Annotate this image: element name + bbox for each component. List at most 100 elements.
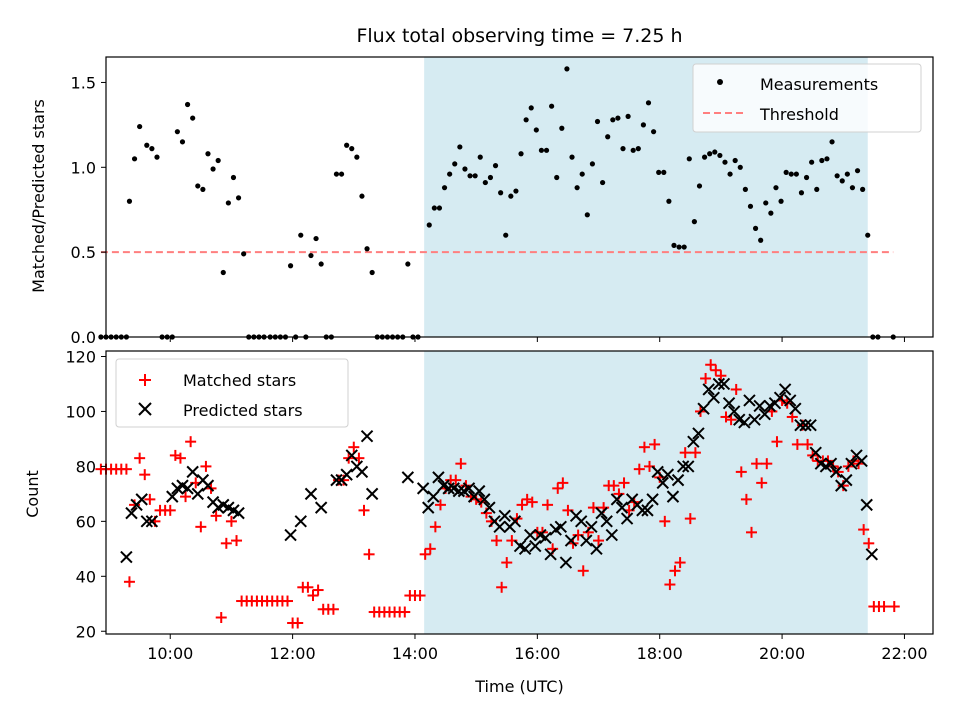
predicted-star-point [799,418,812,432]
predicted-star-point [524,528,537,542]
matched-star-point [832,466,844,478]
matched-star-point [123,576,135,588]
measurement-point [691,219,697,225]
measurement-point [778,198,784,204]
x-tick-label: 18:00 [637,644,683,663]
measurement-point [707,151,713,157]
predicted-star-point [758,407,771,421]
x-tick-label: 20:00 [759,644,805,663]
predicted-star-point [809,446,822,459]
measurement-point [727,171,733,177]
measurement-point [467,173,473,179]
measurement-point [564,66,570,72]
matched-star-point [761,458,773,470]
matched-star-point [185,436,197,448]
matched-star-point [751,458,763,470]
measurement-point [809,159,815,165]
predicted-star-point [666,490,680,503]
matched-star-point [164,504,176,516]
matched-star-point [684,513,696,525]
matched-star-point [327,603,339,615]
measurement-point [696,183,703,189]
matched-star-point [700,372,712,384]
measurement-point [594,118,601,125]
measurement-point [559,125,565,131]
top-y-axis-label: Matched/Predicted stars [29,99,48,293]
matched-star-point [134,452,146,464]
predicted-star-point [860,498,873,512]
predicted-star-point [610,493,624,506]
matched-stars-points [95,359,900,629]
matched-star-point [215,612,227,624]
matched-star-point [419,548,431,560]
measurement-point [344,142,350,148]
bottom-y-ticks: 20 40 60 80 100 120 [65,347,106,641]
measurement-point [313,235,319,242]
measurement-point [364,246,370,252]
measurement-point [742,186,748,192]
predicted-star-point [707,391,720,404]
predicted-star-point [753,399,766,413]
matched-star-point [195,521,207,533]
matched-star-point [705,359,717,371]
predicted-star-point [845,457,858,470]
predicted-star-point [661,468,675,481]
top-legend: Measurements Threshold [692,63,922,133]
measurement-point [656,169,662,175]
predicted-star-point [422,501,435,514]
predicted-star-point [355,465,369,479]
predicted-star-point [483,501,496,514]
predicted-star-point [284,528,297,542]
measurement-point [834,173,840,179]
predicted-star-point [125,506,138,520]
matched-star-point [679,447,691,459]
predicted-star-point [191,487,204,501]
measurement-point [498,190,504,196]
predicted-star-point [473,484,486,498]
measurement-point [482,179,488,186]
measurement-point [600,179,606,186]
matched-star-point [210,510,222,522]
measurement-point [798,190,805,196]
measurement-point [686,156,692,162]
measurement-point [220,269,226,276]
measurement-point [225,200,231,206]
top-axes-frame [105,56,934,338]
measurement-point [543,147,550,153]
predicted-star-point [727,405,741,418]
matched-star-point [649,438,661,450]
predicted-star-point [518,542,532,556]
matched-star-point [455,458,467,470]
predicted-star-point [722,396,736,410]
measurement-point [144,142,150,148]
matched-star-point [434,499,446,511]
measurement-point [523,117,529,123]
predicted-star-point [784,394,797,407]
predicted-star-point [427,490,440,503]
matched-star-point [618,477,630,489]
top-y-ticks: 0.0 0.5 1.0 1.5 [71,73,106,347]
measurement-point [549,103,555,109]
predicted-star-point [804,418,817,432]
chart-title: Flux total observing time = 7.25 h [356,25,682,47]
matched-star-point [557,477,569,489]
measurement-point [210,166,216,172]
predicted-star-point [646,493,659,506]
predicted-star-point [201,479,215,492]
bottom-legend: Matched stars Predicted stars [115,358,349,428]
matched-star-point [725,414,737,426]
predicted-star-point [676,460,690,473]
matched-star-point [786,411,798,423]
predicted-star-point [620,512,634,525]
measurement-point [732,157,738,164]
measurement-point [768,210,774,216]
measurement-point [860,186,866,192]
predicted-star-point [615,501,629,514]
measurement-point [701,154,708,160]
predicted-star-point [294,515,307,528]
measurement-point [661,169,667,175]
bottom-legend-box [115,358,349,428]
measurement-point [287,263,294,269]
matched-star-point [526,496,538,508]
predicted-star-point [330,473,343,487]
